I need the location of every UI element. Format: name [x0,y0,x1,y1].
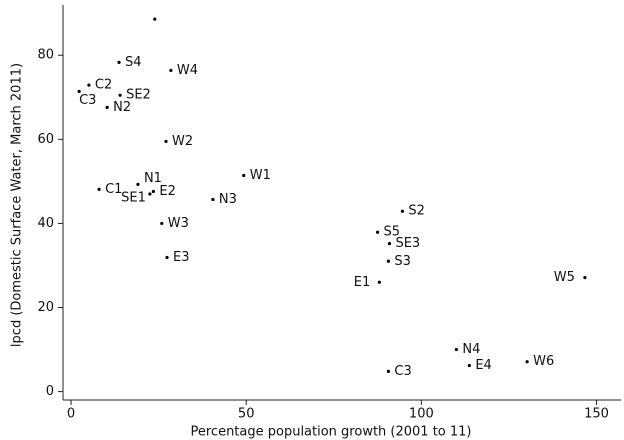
point [583,276,587,280]
point-label: C2 [95,78,112,93]
point-label: W3 [168,216,189,231]
y-tick-label: 40 [37,216,54,231]
point [118,93,122,97]
point-label: S3 [394,254,411,269]
point [87,83,91,87]
point [386,259,391,263]
point [77,89,81,94]
point [105,105,109,109]
point [169,68,173,72]
point-label: C3 [79,93,96,108]
point [375,230,380,234]
point-label: W2 [172,134,193,149]
point-label: S4 [125,55,142,70]
point [165,255,169,260]
point [454,347,458,352]
point [151,189,155,194]
point [386,369,391,374]
x-tick-label: 50 [238,407,255,422]
x-tick-label: 100 [409,407,434,422]
x-tick-label: 0 [67,407,75,422]
point-label: N3 [219,192,237,207]
point [136,182,140,186]
point [160,221,164,226]
y-tick-label: 80 [37,48,54,63]
point [148,192,152,196]
point-label: SE2 [126,88,151,103]
point [242,173,246,178]
point-label: S2 [408,204,425,219]
point-label: E4 [475,358,492,373]
point [377,280,381,284]
point [153,17,157,21]
point-label: W4 [177,63,198,78]
point [400,209,405,213]
point [525,360,529,364]
y-tick-label: 20 [37,300,54,315]
point-label: W6 [533,354,554,369]
point-label: W5 [554,270,575,285]
point-label: N2 [113,100,131,115]
point-label: N1 [144,171,162,186]
point-label: SE3 [395,236,420,251]
point-label: C3 [394,364,411,379]
point-label: E2 [159,184,176,199]
point-label: N4 [462,342,480,357]
point [387,242,392,246]
point-label: E1 [354,275,371,290]
point-label: E3 [173,250,190,265]
point [164,139,168,144]
point [117,60,121,64]
x-axis-title: Percentage population growth (2001 to 11… [190,425,471,440]
x-tick-label: 150 [584,407,609,422]
point-label: S5 [384,225,401,240]
y-tick-label: 0 [46,384,54,399]
point-label: SE1 [121,190,146,205]
point [211,197,215,202]
y-tick-label: 60 [37,132,54,147]
y-axis-title: lpcd (Domestic Surface Water, March 2011… [10,63,25,347]
point-label: W1 [250,168,271,183]
point [97,187,101,191]
point-label: C1 [105,182,122,197]
point [467,363,471,368]
